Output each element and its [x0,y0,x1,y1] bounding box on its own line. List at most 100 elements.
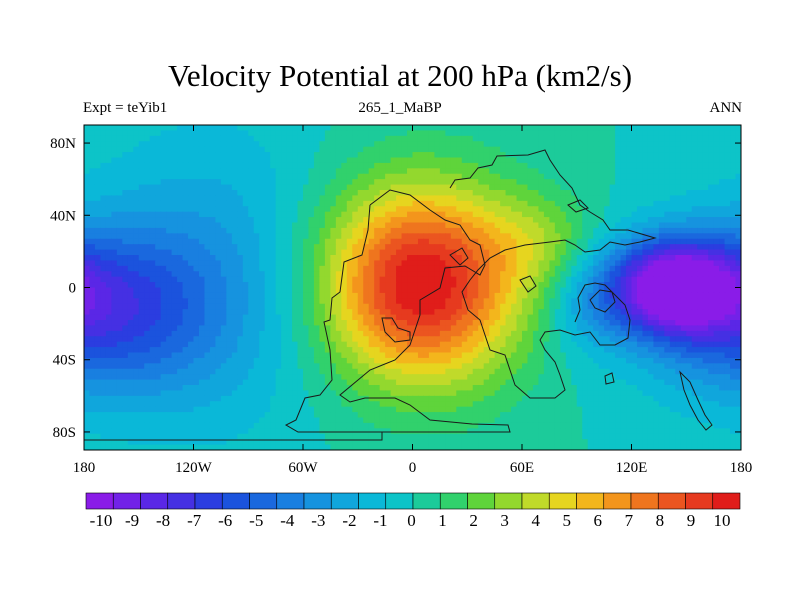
field-cell [680,276,687,283]
field-cell [138,314,145,321]
field-cell [532,238,540,245]
field-cell [209,336,216,343]
field-cell [549,125,556,132]
field-cell [719,282,726,289]
field-cell [494,320,501,327]
field-cell [297,238,304,245]
field-cell [374,179,381,186]
field-cell [231,222,238,229]
field-cell [642,157,649,164]
field-cell [653,282,660,289]
field-cell [198,135,206,142]
field-cell [248,227,255,234]
field-cell [664,325,671,332]
field-cell [467,287,474,294]
field-cell [198,287,206,294]
field-cell [560,125,567,132]
field-cell [160,141,167,148]
field-cell [500,173,507,180]
field-cell [500,211,507,218]
field-cell [691,222,698,229]
field-cell [352,168,359,175]
field-cell [713,130,720,137]
field-cell [423,141,430,148]
field-cell [505,238,512,245]
field-cell [505,173,512,180]
field-cell [144,336,151,343]
field-cell [467,168,474,175]
field-cell [516,211,523,218]
field-cell [626,244,633,251]
field-cell [401,320,408,327]
field-cell [686,309,693,316]
field-cell [297,255,304,262]
field-cell [182,336,189,343]
field-cell [686,152,693,159]
field-cell [324,135,331,142]
field-cell [319,347,326,354]
field-cell [357,255,364,262]
field-cell [417,195,425,202]
field-cell [204,282,211,289]
field-cell [505,206,512,213]
field-cell [160,195,167,202]
field-cell [511,341,518,348]
field-cell [171,233,178,240]
field-cell [450,287,457,294]
field-cell [691,282,698,289]
field-cell [571,146,578,153]
field-cell [598,260,605,267]
field-cell [133,260,140,267]
field-cell [680,325,687,332]
field-cell [182,244,189,251]
field-cell [587,173,594,180]
field-cell [658,157,665,164]
field-cell [105,320,112,327]
field-cell [472,233,479,240]
field-cell [144,233,151,240]
field-cell [390,309,397,316]
field-cell [220,336,227,343]
field-cell [489,271,496,278]
field-cell [281,309,288,316]
field-cell [281,347,288,354]
field-cell [226,200,233,207]
field-cell [412,271,419,278]
field-cell [177,141,184,148]
field-cell [708,325,715,332]
field-cell [708,249,715,256]
field-cell [209,320,216,327]
field-cell [636,276,644,283]
field-cell [697,173,704,180]
field-cell [248,233,255,240]
field-cell [270,200,277,207]
field-cell [549,184,556,191]
field-cell [155,244,162,251]
field-cell [220,125,227,132]
field-cell [642,303,649,310]
field-cell [489,162,496,169]
field-cell [549,141,556,148]
field-cell [242,152,249,159]
field-cell [133,173,140,180]
field-cell [319,282,326,289]
field-cell [505,330,512,337]
field-cell [560,222,567,229]
field-cell [341,347,348,354]
field-cell [478,249,485,256]
field-cell [669,168,676,175]
field-cell [412,255,419,262]
field-cell [664,276,671,283]
field-cell [636,217,644,224]
field-cell [220,179,227,186]
field-cell [89,249,96,256]
field-cell [598,303,605,310]
field-cell [335,320,342,327]
field-cell [379,336,386,343]
field-cell [636,130,644,137]
field-cell [565,265,572,272]
field-cell [669,287,676,294]
field-cell [598,179,605,186]
field-cell [259,341,266,348]
field-cell [105,347,112,354]
